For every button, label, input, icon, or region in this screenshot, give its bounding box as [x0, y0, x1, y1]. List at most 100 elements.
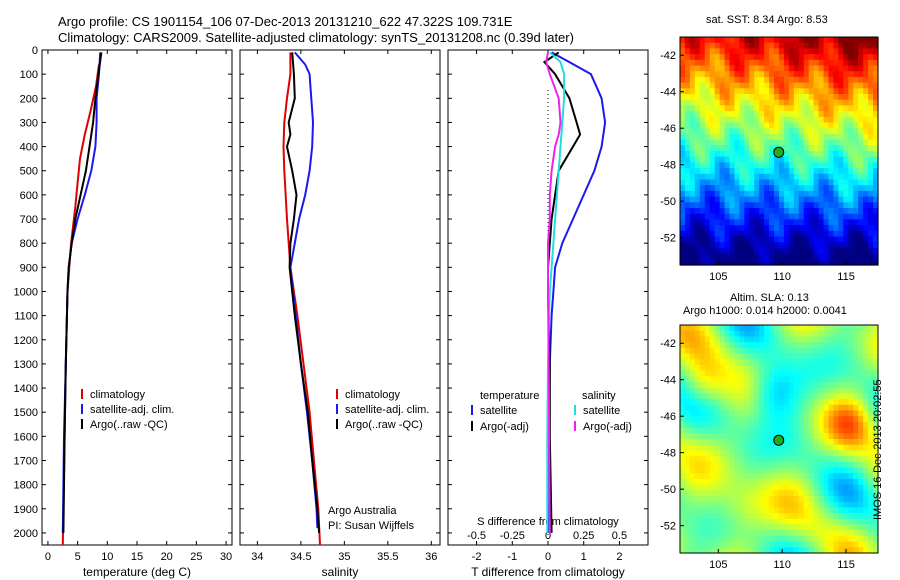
- title-line-2: Climatology: CARS2009. Satellite-adjuste…: [58, 30, 574, 45]
- x-tick-label: 25: [190, 551, 202, 563]
- salinity-panel: 34 34.5 35 35.5 36 salinity climatology satelli…: [239, 49, 441, 579]
- y-tick-label: 900: [20, 262, 38, 274]
- x-tick-label: 20: [161, 551, 173, 563]
- y-tick-label: 700: [20, 214, 38, 226]
- map-x-tick-label: 110: [773, 559, 791, 571]
- map-field: [680, 37, 879, 266]
- map-y-tick-label: -52: [660, 233, 676, 245]
- map-y-tick-label: -44: [660, 375, 676, 387]
- y-tick-label: 0: [32, 45, 38, 57]
- profile-location-marker: [773, 146, 785, 158]
- y-tick-label: 500: [20, 166, 38, 178]
- annotation-line-2: PI: Susan Wijffels: [328, 520, 414, 532]
- x-tick-label: 35.5: [377, 551, 398, 563]
- top-tick-label: -0.5: [467, 530, 486, 542]
- x-tick-label: 10: [101, 551, 113, 563]
- map-x-tick-label: 110: [773, 271, 791, 283]
- temperature-panel: 0100200300400500600700800900100011001200…: [14, 45, 233, 579]
- x-axis-label: T difference from climatology: [471, 565, 625, 579]
- map-y-tick-label: -42: [660, 50, 676, 62]
- map-y-tick-label: -50: [660, 196, 676, 208]
- map-x-tick-label: 105: [709, 559, 727, 571]
- map-y-tick-label: -48: [660, 160, 676, 172]
- x-tick-label: 36: [425, 551, 437, 563]
- series-line: [547, 51, 607, 533]
- top-tick-label: -0.25: [500, 530, 525, 542]
- profile-location-marker: [773, 434, 785, 446]
- y-tick-label: 400: [20, 142, 38, 154]
- x-tick-label: 1: [581, 551, 587, 563]
- sla-map-subtitle: Argo h1000: 0.014 h2000: 0.0041: [683, 305, 847, 317]
- y-tick-label: 300: [20, 117, 38, 129]
- x-tick-label: -2: [472, 551, 482, 563]
- series-line: [545, 52, 562, 533]
- x-tick-label: 15: [131, 551, 143, 563]
- y-tick-label: 2000: [14, 528, 38, 540]
- top-tick-label: 0.25: [573, 530, 594, 542]
- y-tick-label: 1500: [14, 407, 38, 419]
- annotation-line-1: Argo Australia: [328, 505, 397, 517]
- map-y-tick-label: -44: [660, 87, 676, 99]
- plot-frame: [239, 49, 441, 546]
- map-y-tick-label: -46: [660, 123, 676, 135]
- sst-map-panel: 105 110 115 -42 -44 -46 -48 -50 -52: [660, 36, 879, 283]
- y-tick-label: 1400: [14, 383, 38, 395]
- legend-label: Argo(-adj): [583, 421, 632, 433]
- legend-label: satellite-adj. clim.: [90, 404, 174, 416]
- map-frame: [679, 36, 879, 266]
- sla-map-title: Altim. SLA: 0.13: [730, 292, 809, 304]
- map-y-tick-label: -52: [660, 521, 676, 533]
- x-axis-label: salinity: [322, 565, 359, 579]
- series-line: [282, 52, 321, 546]
- x-tick-label: -1: [507, 551, 517, 563]
- legend-group-label: temperature: [480, 390, 539, 402]
- map-x-tick-label: 115: [837, 271, 855, 283]
- x-tick-label: 2: [616, 551, 622, 563]
- legend-label: climatology: [345, 389, 401, 401]
- timestamp-stamp: IMOS 16-Dec-2013 20:02:55: [872, 379, 884, 520]
- sla-map-panel: 105 110 115 -42 -44 -46 -48 -50 -52: [660, 324, 879, 571]
- map-y-tick-label: -46: [660, 411, 676, 423]
- y-tick-label: 800: [20, 238, 38, 250]
- top-tick-label: 0.5: [612, 530, 627, 542]
- legend-label: Argo(..raw -QC): [90, 419, 168, 431]
- map-field: [680, 325, 879, 554]
- y-tick-label: 1300: [14, 359, 38, 371]
- legend-label: Argo(-adj): [480, 421, 529, 433]
- y-tick-label: 600: [20, 190, 38, 202]
- y-tick-label: 1800: [14, 480, 38, 492]
- y-tick-label: 1600: [14, 431, 38, 443]
- legend-label: satellite-adj. clim.: [345, 404, 429, 416]
- x-tick-label: 35: [338, 551, 350, 563]
- sst-map-title: sat. SST: 8.34 Argo: 8.53: [706, 14, 828, 26]
- map-y-tick-label: -42: [660, 338, 676, 350]
- x-tick-label: 34.5: [290, 551, 311, 563]
- y-tick-label: 200: [20, 93, 38, 105]
- map-x-tick-label: 115: [837, 559, 855, 571]
- legend-label: climatology: [90, 389, 146, 401]
- series-line: [285, 52, 321, 533]
- title-line-1: Argo profile: CS 1901154_106 07-Dec-2013…: [58, 14, 513, 29]
- plot-frame: [41, 49, 233, 546]
- x-tick-label: 5: [75, 551, 81, 563]
- legend-group-label: salinity: [582, 390, 616, 402]
- y-tick-label: 1100: [14, 311, 38, 323]
- series-line: [62, 52, 103, 533]
- x-tick-label: 34: [251, 551, 263, 563]
- y-tick-label: 1700: [14, 455, 38, 467]
- x-tick-label: 0: [545, 551, 551, 563]
- x-tick-label: 0: [45, 551, 51, 563]
- legend-label: satellite: [480, 405, 517, 417]
- y-tick-label: 1000: [14, 286, 38, 298]
- legend-label: satellite: [583, 405, 620, 417]
- map-x-tick-label: 105: [709, 271, 727, 283]
- y-tick-label: 1200: [14, 335, 38, 347]
- legend-label: Argo(..raw -QC): [345, 419, 423, 431]
- y-tick-label: 100: [20, 69, 38, 81]
- map-frame: [679, 324, 879, 554]
- y-tick-label: 1900: [14, 504, 38, 516]
- map-y-tick-label: -48: [660, 448, 676, 460]
- map-y-tick-label: -50: [660, 484, 676, 496]
